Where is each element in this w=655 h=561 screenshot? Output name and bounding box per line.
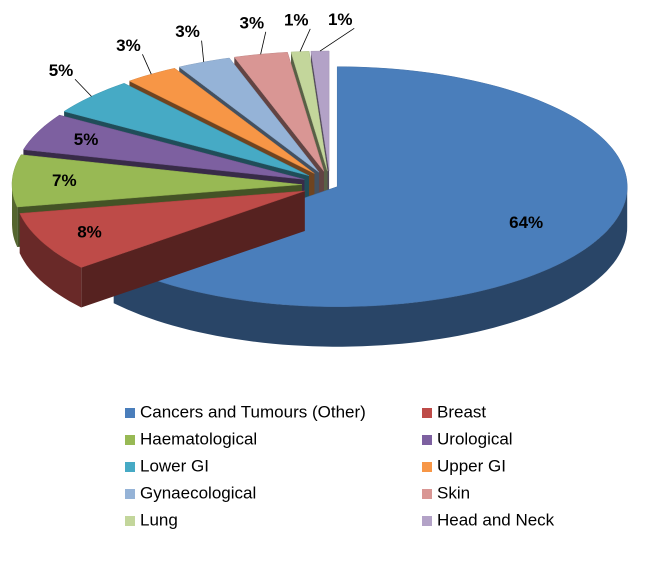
legend-swatch <box>422 462 432 472</box>
legend-label: Lower GI <box>140 456 209 475</box>
slice <box>128 68 315 174</box>
legend-swatch <box>125 435 135 445</box>
legend-swatch <box>422 489 432 499</box>
slice <box>310 50 330 172</box>
slice-wall <box>12 184 18 247</box>
data-label: 1% <box>284 10 309 29</box>
slice <box>63 83 310 176</box>
slice <box>19 190 305 268</box>
slice <box>22 114 305 180</box>
legend-swatch <box>125 462 135 472</box>
data-label: 3% <box>239 13 264 32</box>
legend-swatch <box>422 408 432 418</box>
data-label: 5% <box>49 61 74 80</box>
data-label: 3% <box>175 22 200 41</box>
legend-swatch <box>125 408 135 418</box>
legend-label: Breast <box>437 402 486 421</box>
leader-line <box>201 40 205 63</box>
legend-label: Urological <box>437 429 513 448</box>
slice <box>11 154 303 208</box>
legend-label: Haematological <box>140 429 257 448</box>
leader-line <box>142 54 152 75</box>
leader-line <box>319 27 355 52</box>
legend-label: Gynaecological <box>140 483 256 502</box>
leader-line <box>260 31 267 55</box>
data-label: 5% <box>74 130 99 149</box>
leader-line <box>74 78 92 97</box>
slice-wall <box>19 213 82 308</box>
legend-label: Head and Neck <box>437 510 555 529</box>
legend-label: Cancers and Tumours (Other) <box>140 402 366 421</box>
legend-swatch <box>422 516 432 526</box>
data-label: 8% <box>77 222 102 241</box>
legend-label: Upper GI <box>437 456 506 475</box>
data-label: 1% <box>328 10 353 29</box>
legend-swatch <box>125 516 135 526</box>
legend-swatch <box>125 489 135 499</box>
data-label: 3% <box>116 36 141 55</box>
data-label: 7% <box>52 171 77 190</box>
slice-wall <box>113 186 628 347</box>
data-label: 64% <box>509 213 543 232</box>
legend-swatch <box>422 435 432 445</box>
leader-line <box>299 28 311 52</box>
legend-label: Skin <box>437 483 470 502</box>
legend-label: Lung <box>140 510 178 529</box>
